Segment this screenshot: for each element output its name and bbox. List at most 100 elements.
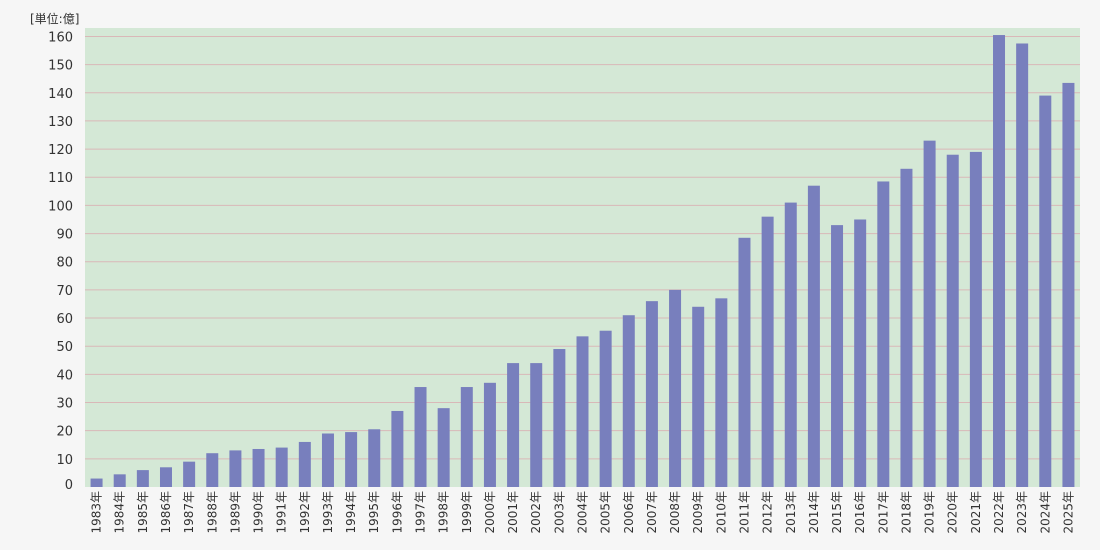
x-tick-label: 1990年 (252, 491, 266, 534)
bar (807, 185, 820, 488)
bar (946, 154, 959, 488)
bar (993, 35, 1006, 487)
unit-label: [単位:億] (30, 11, 79, 26)
y-tick-label: 30 (56, 397, 73, 412)
bar (507, 363, 520, 487)
x-tick-label: 1998年 (437, 491, 451, 534)
bar (206, 453, 219, 487)
x-tick-label: 1987年 (182, 491, 196, 534)
bar (298, 441, 311, 487)
x-tick-label: 2003年 (552, 491, 566, 534)
bar (669, 289, 682, 487)
bar (738, 237, 751, 487)
y-tick-label: 110 (48, 171, 73, 186)
y-tick-label: 70 (56, 284, 73, 299)
x-tick-label: 2009年 (691, 491, 705, 534)
x-tick-label: 2006年 (622, 491, 636, 534)
y-tick-label: 130 (48, 115, 73, 130)
bar (599, 330, 612, 487)
bar (252, 448, 265, 487)
bar (715, 298, 728, 487)
y-tick-label: 150 (48, 59, 73, 74)
bar (229, 450, 242, 487)
bar (113, 474, 126, 487)
x-tick-label: 2001年 (506, 491, 520, 534)
x-tick-label: 2016年 (853, 491, 867, 534)
bar (900, 168, 913, 487)
bar (645, 301, 658, 487)
gridlines (85, 35, 1080, 460)
x-tick-label: 1995年 (367, 491, 381, 534)
bar (761, 216, 774, 488)
x-tick-label: 1992年 (298, 491, 312, 534)
y-tick-label: 140 (48, 87, 73, 102)
x-tick-label: 2015年 (830, 491, 844, 534)
x-tick-label: 2010年 (714, 491, 728, 534)
x-tick-label: 2000年 (483, 491, 497, 534)
bar (553, 349, 566, 487)
bar (414, 387, 427, 487)
y-tick-label: 160 (48, 30, 73, 45)
x-tick-label: 2020年 (946, 491, 960, 534)
x-axis-ticks: 1983年 1984年 1985年 1986年 1987年 1988年 1989年 1990年… (90, 491, 1076, 534)
x-tick-label: 2017年 (876, 491, 890, 534)
x-tick-label: 2019年 (923, 491, 937, 534)
bar (1016, 43, 1029, 487)
bar (391, 410, 404, 487)
bar (368, 429, 381, 487)
x-tick-label: 2002年 (529, 491, 543, 534)
x-tick-label: 1989年 (228, 491, 242, 534)
x-tick-label: 2007年 (645, 491, 659, 534)
bar (437, 408, 450, 487)
y-tick-label: 100 (48, 199, 73, 214)
x-tick-label: 1984年 (113, 491, 127, 534)
bar (831, 225, 844, 487)
bar (692, 306, 705, 487)
y-tick-label: 60 (56, 312, 73, 327)
bar (854, 219, 867, 487)
x-tick-label: 1986年 (159, 491, 173, 534)
x-tick-label: 2023年 (1015, 491, 1029, 534)
x-tick-label: 2012年 (761, 491, 775, 534)
x-tick-label: 2018年 (899, 491, 913, 534)
x-tick-label: 1996年 (390, 491, 404, 534)
x-tick-label: 1988年 (205, 491, 219, 534)
y-tick-label: 90 (56, 228, 73, 243)
x-tick-label: 2013年 (784, 491, 798, 534)
bar (1062, 82, 1075, 487)
bar (183, 461, 196, 487)
y-tick-label: 80 (56, 256, 73, 271)
y-tick-label: 0 (65, 478, 73, 493)
bar (622, 315, 635, 487)
bar (275, 447, 288, 487)
y-tick-label: 50 (56, 340, 73, 355)
bar (530, 363, 543, 487)
y-tick-label: 10 (56, 453, 73, 468)
x-tick-label: 1994年 (344, 491, 358, 534)
y-tick-label: 20 (56, 425, 73, 440)
y-axis-ticks: 0 10 20 30 40 50 60 70 80 90 100 110 120 130 140 150 160 (48, 30, 73, 493)
bars (90, 35, 1075, 488)
x-tick-label: 2021年 (969, 491, 983, 534)
x-tick-label: 2022年 (992, 491, 1006, 534)
x-tick-label: 1985年 (136, 491, 150, 534)
x-tick-label: 1983年 (90, 491, 104, 534)
x-tick-label: 2024年 (1038, 491, 1052, 534)
x-tick-label: 2011年 (737, 491, 751, 534)
bar (969, 151, 982, 487)
bar (159, 467, 172, 487)
bar (90, 478, 103, 487)
bar (923, 140, 936, 487)
x-tick-label: 2025年 (1061, 491, 1075, 534)
bar (784, 202, 797, 487)
bar (460, 387, 473, 487)
y-tick-label: 120 (48, 143, 73, 158)
bar (136, 470, 149, 487)
y-tick-label: 40 (56, 368, 73, 383)
bar (576, 336, 589, 487)
bar (321, 433, 334, 487)
x-tick-label: 2004年 (576, 491, 590, 534)
x-tick-label: 1997年 (414, 491, 428, 534)
